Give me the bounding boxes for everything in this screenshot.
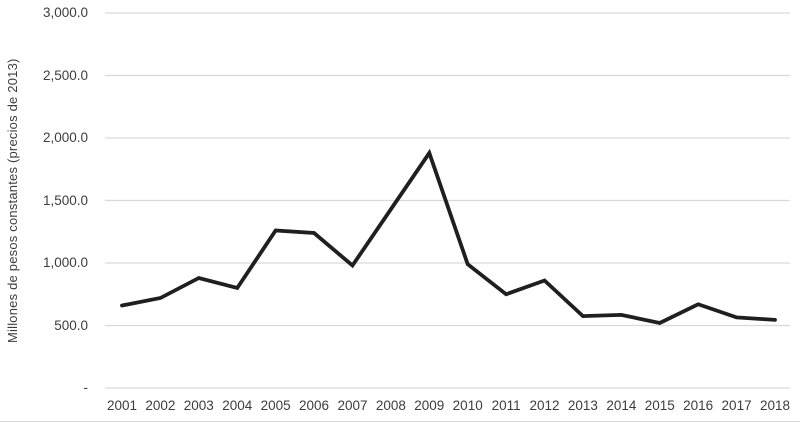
x-tick-label: 2006 xyxy=(299,398,330,413)
x-tick-label: 2018 xyxy=(759,398,791,413)
x-tick-label: 2016 xyxy=(683,398,714,413)
bottom-divider xyxy=(0,421,800,422)
x-tick-label: 2011 xyxy=(491,398,521,413)
y-tick-label: 3,000.0 xyxy=(42,5,88,20)
x-tick-label: 2009 xyxy=(414,398,445,413)
y-tick-label: 500.0 xyxy=(54,317,88,333)
x-tick-label: 2007 xyxy=(337,398,368,413)
x-tick-label: 2001 xyxy=(106,398,138,413)
x-tick-label: 2013 xyxy=(567,398,598,413)
x-tick-label: 2005 xyxy=(260,398,291,413)
x-tick-label: 2004 xyxy=(222,398,253,413)
x-tick-label: 2010 xyxy=(452,398,483,413)
y-tick-label: 1,500.0 xyxy=(42,192,88,208)
y-tick-label: 2,500.0 xyxy=(42,67,88,83)
x-tick-label: 2014 xyxy=(606,398,637,413)
y-tick-label: 2,000.0 xyxy=(42,130,88,145)
y-tick-label: 1,000.0 xyxy=(42,255,88,270)
x-tick-label: 2003 xyxy=(183,398,214,413)
x-tick-label: 2002 xyxy=(145,398,176,413)
x-tick-label: 2017 xyxy=(721,398,752,413)
x-tick-label: 2015 xyxy=(644,398,675,413)
y-tick-label: - xyxy=(83,380,89,395)
x-tick-label: 2012 xyxy=(529,398,560,413)
data-series-line xyxy=(120,148,777,325)
x-tick-label: 2008 xyxy=(375,398,406,413)
